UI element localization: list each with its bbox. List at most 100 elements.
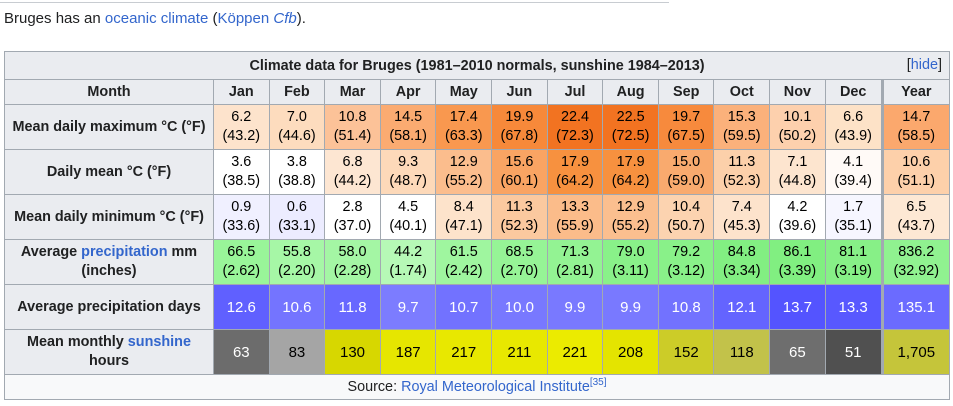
row-label-precip-days: Average precipitation days (4, 284, 214, 330)
cell-value-fahrenheit-or-inches: (37.0) (333, 218, 372, 234)
cell-value-fahrenheit-or-inches: (50.2) (778, 128, 817, 144)
oceanic-climate-link[interactable]: oceanic climate (104, 10, 209, 27)
reference-link[interactable]: [35] (589, 377, 607, 388)
cell-value-fahrenheit-or-inches: (64.2) (611, 173, 650, 189)
cell-value-fahrenheit-or-inches: (32.92) (893, 263, 940, 279)
cell-value-fahrenheit-or-inches: (35.1) (834, 218, 872, 234)
climate-cell: 55.8 (2.20) (268, 239, 326, 285)
cell-value: 7.4 (731, 199, 752, 215)
cell-value-fahrenheit-or-inches: (58.5) (897, 128, 936, 144)
cell-value: 58.0 (338, 244, 367, 260)
month-sep: Sep (657, 79, 715, 105)
cell-value-fahrenheit-or-inches: (2.81) (556, 263, 594, 279)
climate-cell: 10.0 (491, 284, 548, 330)
cell-value: 12.6 (226, 298, 256, 316)
cell-value-fahrenheit-or-inches: (2.28) (333, 263, 372, 279)
cell-value: 0.9 (231, 199, 252, 215)
sunshine-link[interactable]: sunshine (127, 334, 191, 350)
cell-value: 6.2 (231, 109, 252, 125)
table-title: Climate data for Bruges (1981–2010 norma… (249, 57, 705, 74)
climate-cell: 86.1 (3.39) (769, 239, 826, 285)
climate-cell: 14.5 (58.1) (379, 104, 437, 150)
cell-value: 9.3 (398, 154, 419, 170)
cell-value-fahrenheit-or-inches: (55.9) (556, 218, 594, 234)
cell-value: 130 (340, 343, 366, 361)
cell-value-fahrenheit-or-inches: (3.39) (778, 263, 817, 279)
cell-value: 81.1 (839, 244, 868, 260)
climate-cell: 15.6 (60.1) (491, 149, 548, 195)
intro-suffix: ). (296, 10, 306, 27)
climate-cell: 6.2 (43.2) (213, 104, 270, 150)
cell-value-fahrenheit-or-inches: (45.3) (722, 218, 761, 234)
cell-value: 14.5 (394, 109, 423, 125)
cell-value: 9.9 (564, 298, 586, 316)
month-jan: Jan (213, 79, 270, 105)
climate-cell: 22.5 (72.5) (602, 104, 659, 150)
climate-cell: 3.6 (38.5) (213, 149, 270, 195)
climate-cell: 13.3 (824, 284, 883, 330)
cell-value: 12.1 (727, 298, 757, 316)
month-jul: Jul (546, 79, 604, 105)
cell-value: 71.3 (560, 244, 589, 260)
cell-value: 1,705 (897, 343, 936, 361)
climate-row-precip: Average precipitation mm (inches) 66.5 (2… (4, 239, 951, 285)
cell-value-fahrenheit-or-inches: (3.12) (667, 263, 705, 279)
climate-cell: 135.1 (880, 284, 951, 330)
climate-cell: 10.8 (51.4) (324, 104, 381, 150)
precipitation-link[interactable]: precipitation (81, 244, 168, 260)
climate-cell: 79.0 (3.11) (602, 239, 659, 285)
climate-row-sunshine: Mean monthly sunshine hours 63 83 130 187 21… (4, 329, 951, 375)
climate-cell: 61.5 (2.42) (435, 239, 493, 285)
cell-value: 10.1 (783, 109, 812, 125)
hide-link[interactable]: hide (910, 57, 938, 73)
koppen-link[interactable]: Köppen Cfb (217, 10, 296, 27)
cell-value-fahrenheit-or-inches: (40.1) (389, 218, 427, 234)
cell-value-fahrenheit-or-inches: (48.7) (389, 173, 427, 189)
climate-cell: 79.2 (3.12) (657, 239, 715, 285)
climate-cell: 83 (268, 329, 326, 375)
cell-value: 1.7 (843, 199, 864, 215)
cell-value: 13.3 (560, 199, 589, 215)
climate-cell: 7.4 (45.3) (713, 194, 771, 240)
cell-value-fahrenheit-or-inches: (51.1) (897, 173, 936, 189)
climate-cell: 44.2 (1.74) (379, 239, 437, 285)
climate-cell: 10.6 (51.1) (880, 149, 951, 195)
month-nov: Nov (769, 79, 826, 105)
cell-value: 63 (232, 343, 250, 361)
cell-value: 13.3 (838, 298, 868, 316)
cell-value-fahrenheit-or-inches: (72.3) (556, 128, 594, 144)
cell-value-fahrenheit-or-inches: (72.5) (611, 128, 650, 144)
cell-value: 10.4 (672, 199, 701, 215)
climate-cell: 12.1 (713, 284, 771, 330)
climate-cell: 9.3 (48.7) (379, 149, 437, 195)
cell-value: 22.4 (560, 109, 589, 125)
climate-cell: 0.9 (33.6) (213, 194, 270, 240)
climate-cell: 11.3 (52.3) (491, 194, 548, 240)
cell-value: 6.5 (906, 199, 927, 215)
cell-value-fahrenheit-or-inches: (67.5) (667, 128, 705, 144)
climate-cell: 17.9 (64.2) (546, 149, 604, 195)
intro-prefix: Bruges has an (4, 10, 105, 27)
climate-cell: 211 (491, 329, 548, 375)
cell-value: 68.5 (505, 244, 534, 260)
cell-value: 4.2 (787, 199, 808, 215)
month-header: Month (4, 79, 214, 105)
rmi-link[interactable]: Royal Meteorological Institute (401, 379, 590, 395)
cell-value-fahrenheit-or-inches: (3.19) (834, 263, 872, 279)
cell-value-fahrenheit-or-inches: (44.6) (278, 128, 316, 144)
cell-value-fahrenheit-or-inches: (44.2) (333, 173, 372, 189)
cell-value-fahrenheit-or-inches: (39.6) (778, 218, 817, 234)
climate-cell: 19.9 (67.8) (491, 104, 548, 150)
caption-row: Climate data for Bruges (1981–2010 norma… (4, 51, 950, 80)
climate-cell: 7.1 (44.8) (769, 149, 826, 195)
cell-value-fahrenheit-or-inches: (2.62) (222, 263, 261, 279)
cell-value: 6.6 (843, 109, 864, 125)
source-row: Source: Royal Meteorological Institute[3… (4, 374, 950, 400)
climate-cell: 6.5 (43.7) (880, 194, 951, 240)
climate-cell: 19.7 (67.5) (657, 104, 715, 150)
climate-cell: 63 (213, 329, 270, 375)
climate-cell: 14.7 (58.5) (880, 104, 951, 150)
cell-value-fahrenheit-or-inches: (38.8) (278, 173, 316, 189)
intro-mid: ( (208, 10, 218, 27)
climate-cell: 10.8 (657, 284, 715, 330)
